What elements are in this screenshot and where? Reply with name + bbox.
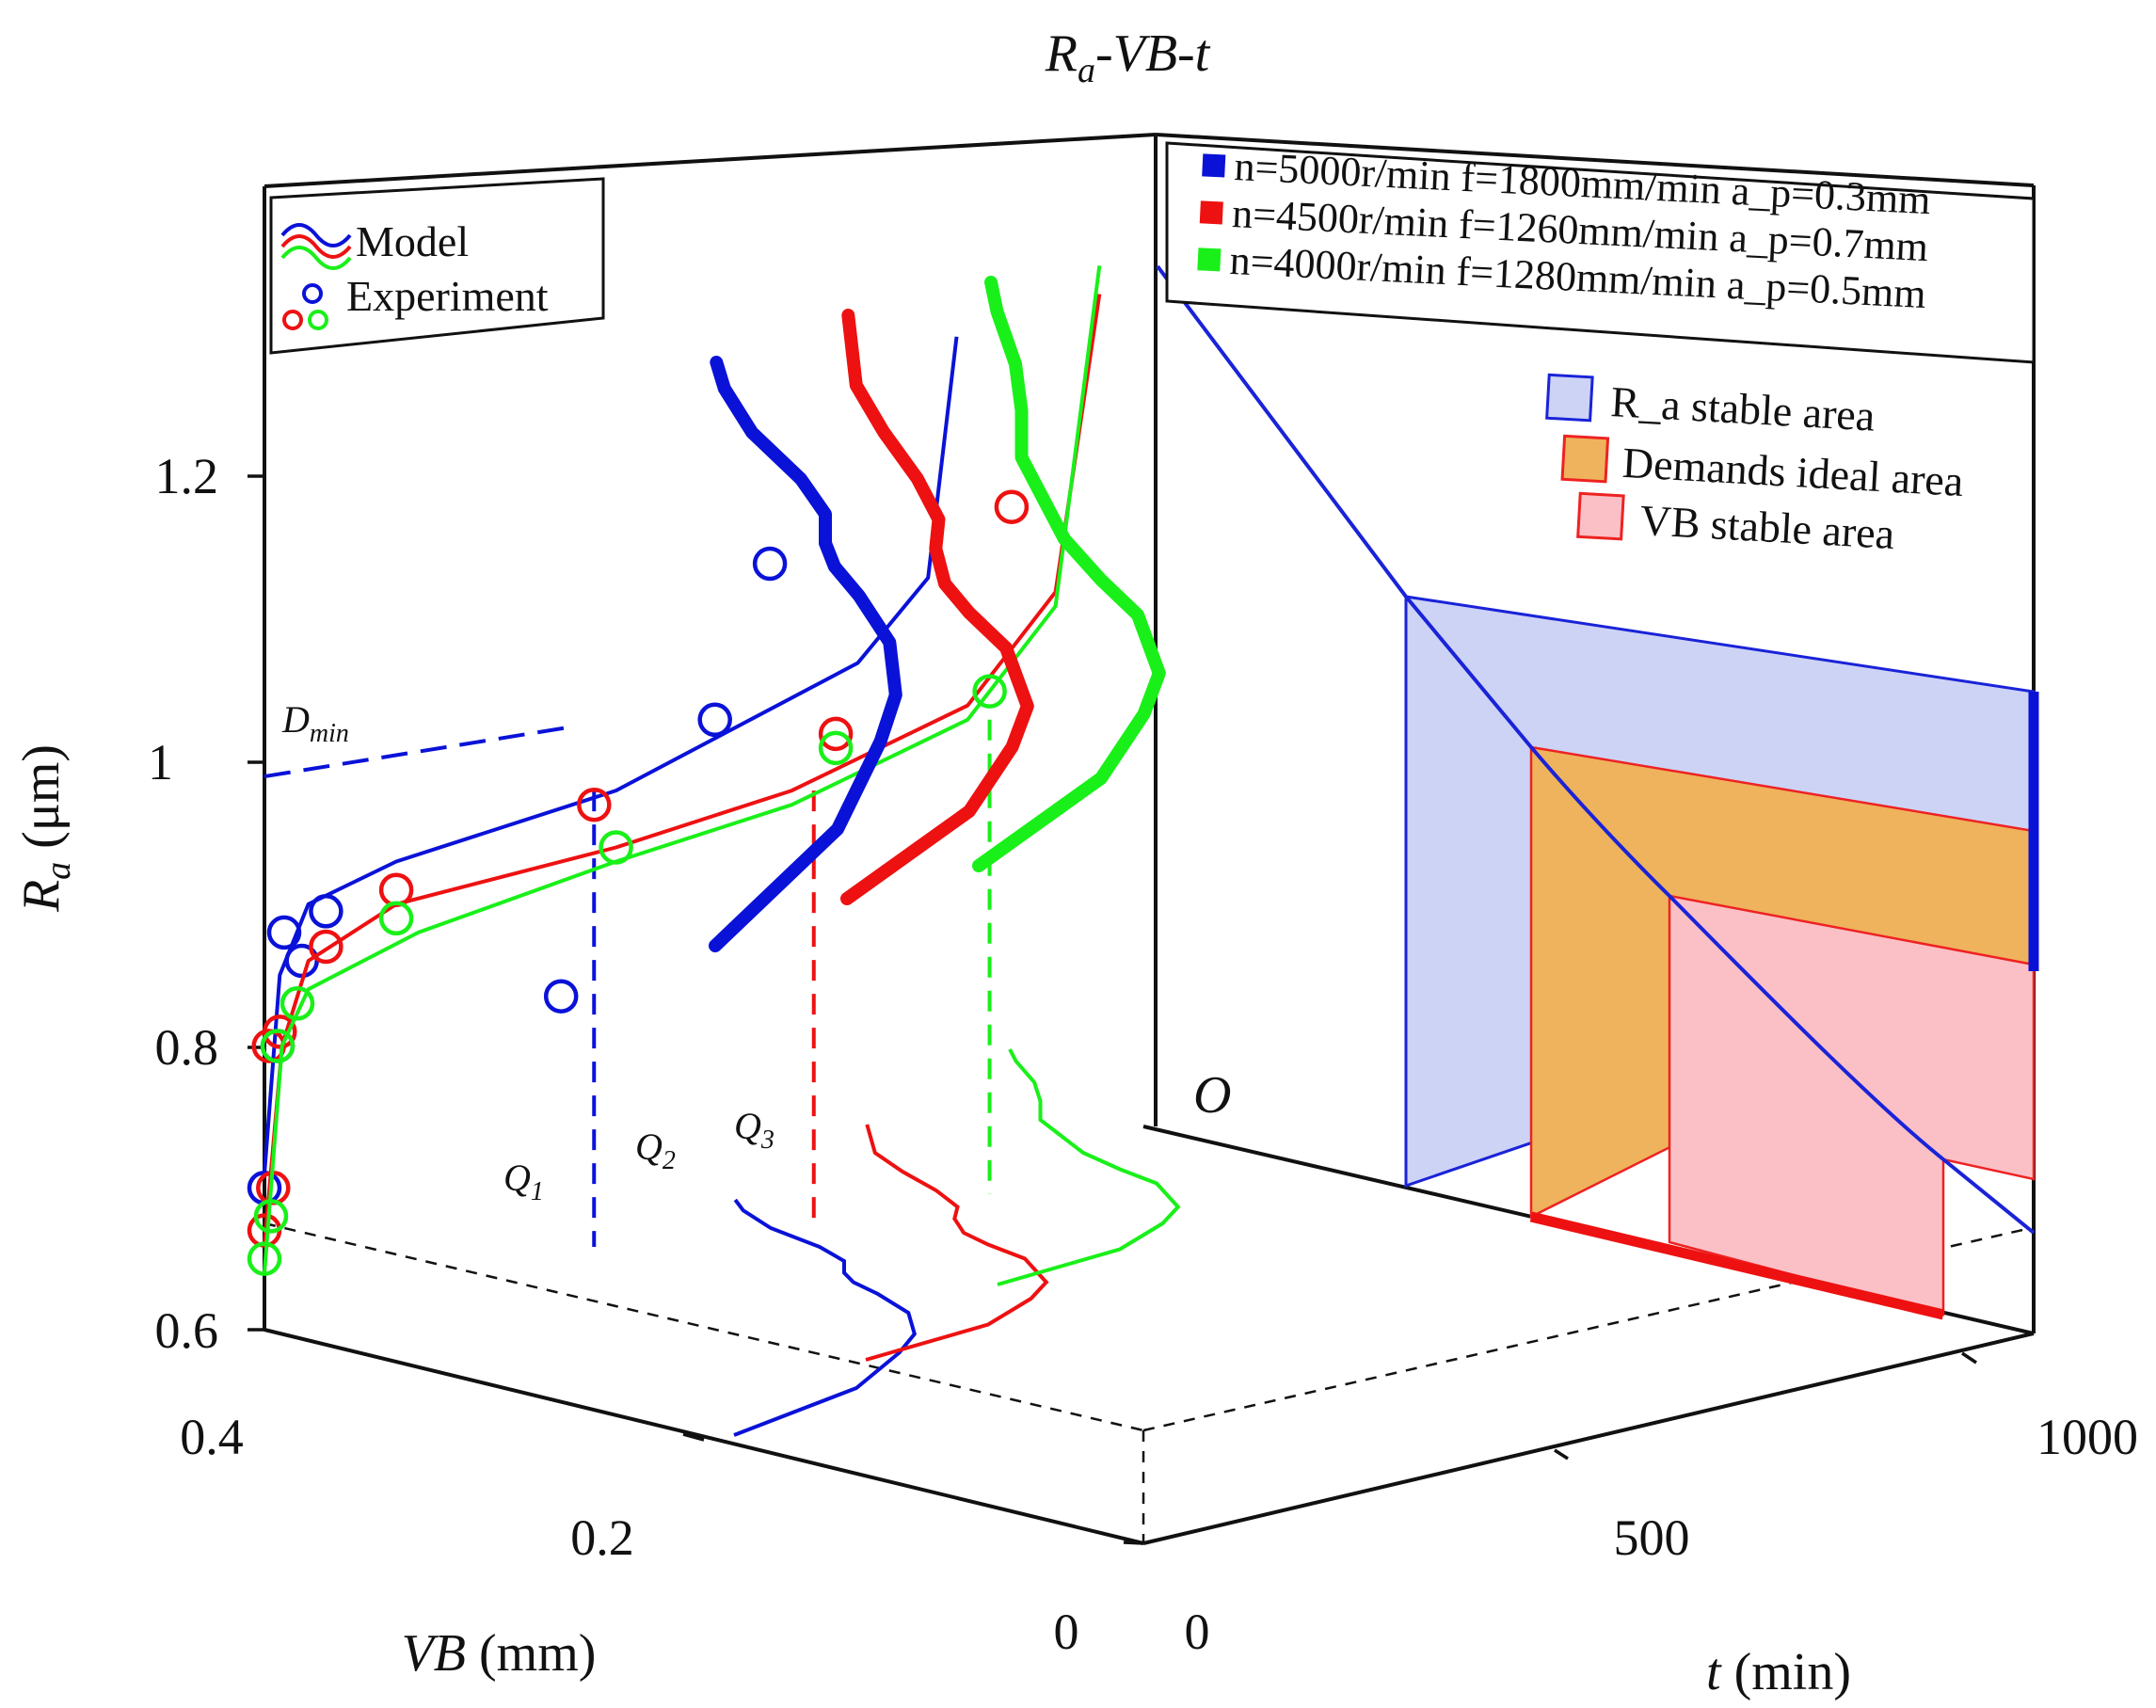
experiment-point-green [279, 986, 315, 1021]
y-tick-4: 0.6 [155, 1302, 219, 1359]
legend-model-label: Model [356, 217, 469, 265]
d-min-label: Dmin [281, 698, 349, 748]
x-axis-title: VB (mm) [402, 1624, 597, 1683]
stability-areas [1156, 264, 2039, 1320]
experiment-point-red [378, 872, 414, 907]
vb-t-3d-curve-blue [709, 356, 902, 952]
model-curve-blue [263, 336, 959, 1174]
experiment-point-green [818, 730, 854, 766]
axis-titles: Ra-VB-t Ra (μm) VB (mm) t (min) O [12, 24, 1851, 1701]
vb-t-projection-green [997, 1048, 1181, 1286]
x-tick-2: 0.2 [570, 1509, 634, 1566]
legend-ra-area-label: R_a stable area [1609, 377, 1876, 440]
experiment-point-green [378, 901, 414, 936]
legend-ideal-area-swatch [1560, 434, 1610, 484]
vb-t-projection-red [865, 1124, 1049, 1362]
y-tick-2: 1 [148, 734, 173, 790]
q1-label: Q1 [503, 1157, 544, 1206]
vb-stable-area [1668, 894, 2036, 1317]
experiment-point-green [260, 1029, 295, 1063]
model-curve-green [263, 265, 1102, 1273]
experiment-point-red [818, 716, 854, 752]
experiment-point-green [599, 830, 633, 865]
legend-method: Model Experiment [269, 177, 605, 355]
experiment-point-green [253, 1199, 289, 1234]
legend-vb-area-swatch [1576, 491, 1625, 541]
vb-stable-t-range [1529, 1211, 1945, 1320]
z-tick-3: 1000 [2036, 1409, 2138, 1465]
legend-areas: R_a stable area Demands ideal area VB st… [1545, 373, 1965, 558]
t-ra-boundary [1156, 264, 2036, 1235]
legend-ideal-area-label: Demands ideal area [1621, 439, 1965, 505]
experiment-point-red [309, 929, 343, 965]
experiment-point-green [972, 674, 1007, 709]
legend-cond-swatch-green [1197, 247, 1222, 272]
q3-label: Q3 [734, 1105, 775, 1155]
experiment-point-red [263, 1014, 297, 1049]
z-axis-title: t (min) [1706, 1643, 1851, 1701]
legend-exp-blue [302, 283, 323, 304]
legend-exp-red [282, 310, 303, 330]
legend-cond-swatch-blue [1202, 153, 1226, 178]
experiment-point-blue [697, 702, 732, 738]
experiment-point-blue [543, 979, 579, 1014]
vb-t-3d-curve-green [972, 276, 1166, 872]
vb-t-layer [709, 276, 1181, 1437]
y-tick-1: 1.2 [155, 448, 219, 504]
annotation-labels: Dmin Q1 Q2 Q3 [281, 698, 775, 1206]
z-tick-1: 0 [1185, 1604, 1210, 1660]
floor-grid [264, 1221, 2032, 1543]
origin-label: O [1193, 1066, 1231, 1125]
legend-exp-green [308, 310, 328, 330]
legend-conditions: n=5000r/min f=1800mm/min a_p=0.3mm n=450… [1165, 141, 2036, 364]
legend-method-box [269, 177, 605, 355]
q2-label: Q2 [635, 1125, 676, 1175]
y-tick-3: 0.8 [155, 1019, 219, 1076]
axis-ticks [248, 474, 1977, 1545]
legend-experiment-label: Experiment [346, 272, 549, 320]
model-curve-red [263, 294, 1102, 1245]
legend-model-swatch-green [280, 246, 352, 270]
axis-labels: 1.2 1 0.8 0.6 0.4 0.2 0 0 500 1000 [148, 448, 2138, 1660]
experiment-point-green [247, 1241, 282, 1276]
d-min-line [264, 725, 573, 779]
ra-vb-layer [247, 265, 1102, 1276]
experiment-point-blue [309, 894, 343, 929]
legend-model-swatch-blue [280, 223, 352, 247]
y-axis-title: Ra (μm) [12, 744, 78, 913]
z-tick-2: 500 [1614, 1509, 1690, 1566]
legend-vb-area-label: VB stable area [1638, 496, 1895, 558]
experiment-point-red [994, 489, 1030, 524]
legend-cond-swatch-red [1199, 200, 1223, 225]
legend-conditions-box [1165, 141, 2036, 364]
experiment-point-blue [752, 546, 788, 582]
chart-title: Ra-VB-t [1045, 24, 1211, 90]
experiment-point-blue [266, 915, 302, 950]
x-tick-3: 0 [1054, 1604, 1079, 1660]
x-tick-1: 0.4 [180, 1409, 244, 1465]
vb-t-projection-blue [733, 1198, 918, 1437]
legend-ra-area-swatch [1545, 373, 1594, 423]
experiment-point-red [577, 787, 612, 822]
vb-t-3d-curve-red [840, 309, 1034, 905]
legend-model-swatch-red [280, 234, 352, 259]
